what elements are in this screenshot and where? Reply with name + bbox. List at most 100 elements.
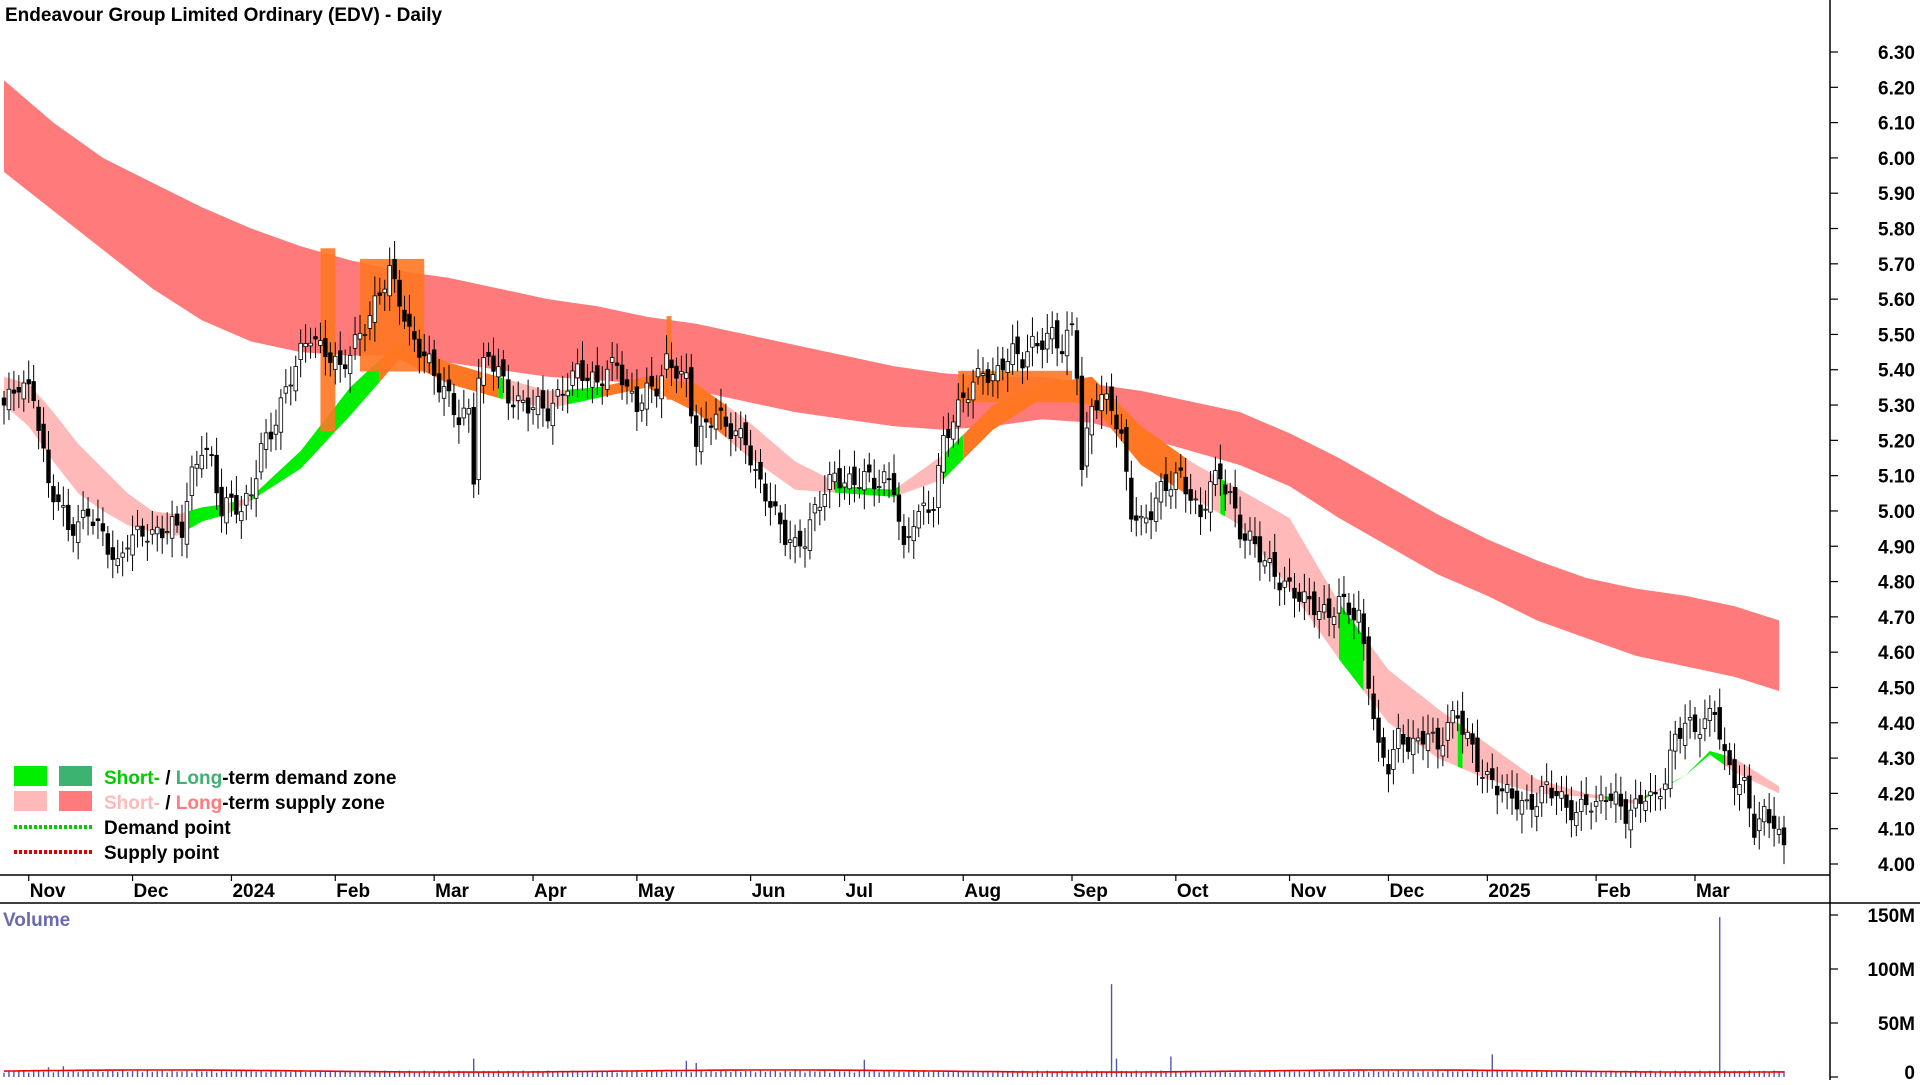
candle	[1321, 585, 1327, 620]
candle	[763, 472, 768, 517]
candle-body	[605, 368, 610, 390]
candle-body	[466, 408, 471, 415]
candle-body	[763, 483, 768, 502]
candle-body	[1712, 711, 1717, 715]
candle	[1762, 799, 1767, 836]
candle-body	[1203, 508, 1208, 511]
candle-body	[896, 494, 902, 522]
candle-body	[441, 386, 447, 399]
candle-body	[787, 539, 793, 543]
candle	[748, 429, 753, 473]
candle-body	[1134, 515, 1139, 521]
candle-body	[748, 445, 753, 466]
candle	[674, 357, 679, 394]
candle-body	[649, 375, 654, 387]
candle	[1143, 504, 1149, 534]
candle	[160, 515, 165, 554]
candle	[797, 519, 803, 558]
candle	[936, 452, 941, 525]
candle	[1752, 795, 1757, 845]
candle-body	[1366, 636, 1371, 689]
candle-body	[832, 472, 837, 483]
long-term-supply-zone-layer	[4, 80, 1780, 691]
price-tick-label: 4.90	[1878, 537, 1915, 558]
candle	[1697, 718, 1703, 758]
candle	[812, 496, 818, 532]
candle	[1450, 701, 1455, 739]
candle-body	[1524, 799, 1530, 802]
candle	[461, 389, 467, 426]
candle-body	[1371, 693, 1376, 720]
time-tick-label: Feb	[1597, 881, 1631, 902]
candle-body	[1771, 815, 1777, 829]
candle	[1475, 719, 1480, 786]
candle	[56, 482, 61, 511]
candle	[595, 347, 600, 395]
candle-body	[209, 454, 214, 456]
candle-body	[150, 529, 155, 535]
candle-body	[1045, 332, 1050, 350]
candle	[807, 502, 813, 560]
candle-body	[1168, 489, 1174, 497]
candle	[1588, 802, 1594, 830]
candle-body	[698, 425, 704, 453]
candle-body	[21, 382, 26, 400]
candle	[1045, 314, 1050, 363]
candle-body	[555, 389, 560, 397]
candle	[189, 455, 195, 511]
candle-body	[71, 524, 76, 536]
candle-body	[1410, 737, 1416, 756]
candle	[1702, 699, 1708, 742]
candle-body	[1534, 806, 1539, 817]
candle	[743, 414, 748, 464]
candle-body	[1584, 794, 1589, 806]
candle	[842, 465, 847, 500]
candle	[214, 437, 219, 510]
candle	[110, 530, 115, 579]
candle	[1529, 775, 1535, 828]
candle-body	[1321, 604, 1327, 613]
candle-body	[1143, 517, 1149, 524]
candle	[387, 247, 392, 311]
candle	[501, 350, 506, 393]
candle-body	[1732, 759, 1737, 789]
candle-body	[387, 265, 392, 297]
candle-body	[1737, 784, 1742, 796]
candle-body	[1509, 788, 1515, 799]
candle-body	[1490, 768, 1495, 780]
candle	[535, 386, 541, 429]
candle	[1059, 334, 1065, 363]
candle-body	[609, 357, 615, 363]
candle	[1509, 770, 1515, 815]
candle	[16, 375, 22, 409]
candle	[1302, 573, 1307, 621]
candle-body	[1247, 530, 1253, 541]
candle-body	[728, 423, 734, 439]
candle	[446, 365, 452, 407]
candle-body	[842, 482, 847, 488]
time-tick-label: Jul	[846, 881, 873, 902]
candle-body	[1633, 798, 1638, 809]
candle	[1376, 699, 1381, 762]
legend-supply-long: Long	[176, 793, 222, 814]
candle-body	[1010, 343, 1015, 366]
candle-body	[1643, 800, 1648, 811]
candle	[1331, 607, 1337, 639]
candle-body	[402, 309, 407, 322]
candle-body	[318, 340, 323, 346]
candle-body	[407, 313, 412, 327]
candle-body	[1054, 320, 1060, 349]
candle-body	[85, 508, 91, 517]
candle-body	[872, 477, 877, 490]
candle-body	[1312, 591, 1317, 616]
candle-body	[1593, 801, 1599, 807]
candle-body	[951, 421, 956, 440]
candle	[135, 509, 140, 548]
candle	[145, 523, 150, 561]
candle	[545, 389, 551, 429]
price-tick-label: 5.30	[1878, 396, 1915, 417]
candle-body	[936, 465, 941, 509]
candle-body	[323, 338, 328, 358]
candle-body	[1559, 791, 1564, 799]
candle	[713, 398, 719, 440]
